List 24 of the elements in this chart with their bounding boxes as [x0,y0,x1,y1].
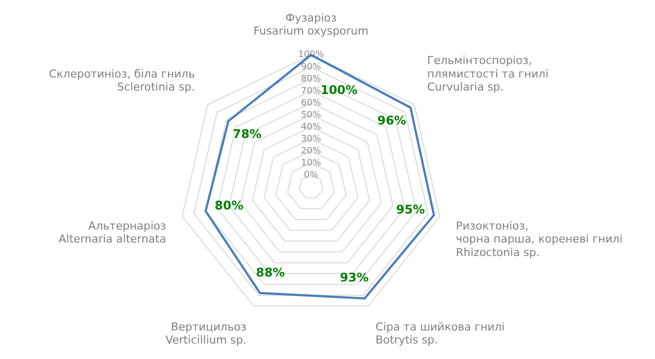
spoke-label: Ризоктоніоз, чорна парша, кореневі гнилі Rhizoctonia sp. [456,220,623,259]
data-label: 95% [396,202,425,216]
data-label: 96% [377,113,406,128]
data-label: 93% [340,270,369,285]
data-label: 80% [214,198,244,212]
spoke-label: Склеротиніоз, біла гниль Sclerotinia sp. [48,67,195,94]
y-tick-label: 60% [300,98,322,108]
y-tick-label: 20% [300,146,322,156]
y-tick-label: 0% [304,170,319,180]
y-tick-label: 30% [300,134,322,144]
spoke-label: Фузаріоз Fusarium oxysporum [254,11,368,38]
spoke-label: Альтернаріоз Alternaria alternata [58,220,166,246]
y-tick-label: 10% [300,158,322,168]
data-label: 100% [320,83,358,98]
y-tick-label: 80% [300,74,322,84]
spoke-label: Вертицильоз Verticillium sp. [166,320,247,347]
y-tick-label: 90% [300,62,322,72]
data-label: 88% [256,265,285,280]
spoke-label: Гельмінтоспоріоз, плямистості та гнилі Curvularia sp. [427,54,549,94]
spoke-label: Сіра та шийкова гнилі Botrytis sp. [375,320,505,347]
y-tick-label: 40% [300,122,322,132]
data-label: 78% [232,126,262,141]
y-tick-label: 70% [300,86,322,96]
y-tick-label: 50% [300,110,322,120]
